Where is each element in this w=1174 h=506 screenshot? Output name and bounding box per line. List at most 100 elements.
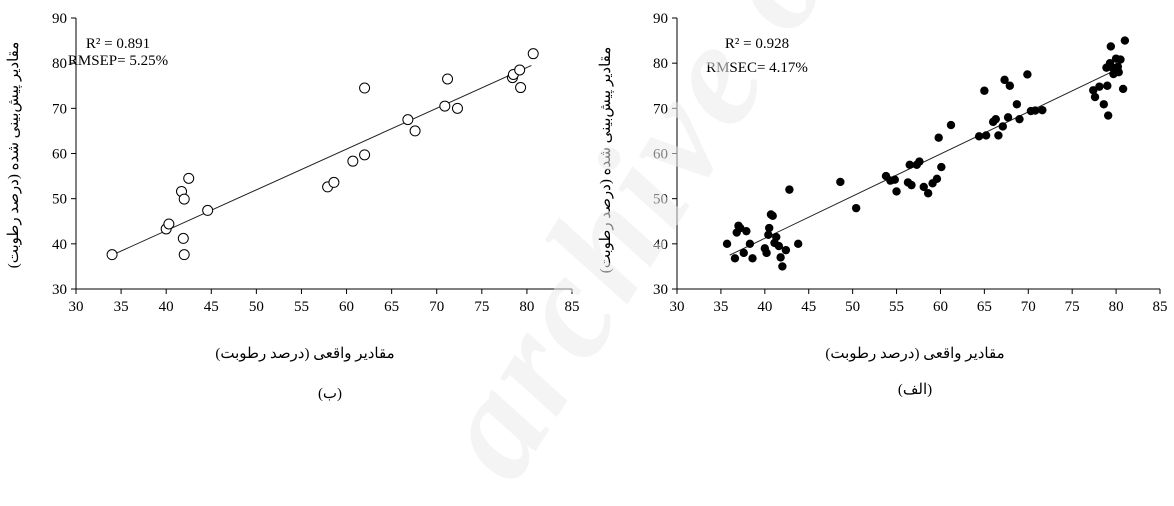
y-tick-label: 60 [52,147,67,163]
data-point [178,193,190,205]
data-point [163,218,175,230]
data-point [748,254,757,263]
data-point [514,64,526,76]
data-point [1038,105,1047,115]
x-tick-label: 80 [1109,299,1124,315]
data-point [742,226,751,236]
x-tick-label: 45 [204,299,219,315]
data-point [202,204,214,216]
y-tick-label: 30 [653,282,668,298]
panel-caption: (ب) [318,386,342,402]
chart-panel-alef: 30 35 40 45 50 55 60 65 70 75 80 85 30 40 50 60 70 80 90 R… [592,0,1174,403]
data-point [1089,86,1098,95]
data-point [772,232,781,242]
data-point [402,114,414,126]
data-point [451,102,463,114]
data-point [739,248,748,258]
data-point [1103,81,1112,90]
y-tick-label: 40 [653,237,668,253]
x-tick-label: 50 [249,299,264,315]
data-point [722,239,732,249]
data-point [439,100,451,112]
data-point [905,160,914,169]
trendline [729,67,1121,256]
data-point [328,176,340,188]
data-point [762,248,771,258]
x-tick-label: 65 [977,299,992,315]
data-point [178,249,190,261]
data-point [515,82,527,94]
r2-annotation: R² = 0.928 [725,36,789,52]
x-tick-label: 75 [1065,299,1080,315]
x-tick-label: 65 [384,299,399,315]
data-point [359,149,371,161]
data-point [778,262,787,271]
data-point [907,180,916,190]
x-tick-label: 30 [69,299,84,315]
data-point [991,114,1000,124]
data-point [1116,55,1125,64]
data-point [347,155,359,167]
chart-panel-b: 30 35 40 45 50 55 60 65 70 75 80 85 30 40 50 60 70 80 90 R… [0,0,590,403]
data-point [768,211,777,221]
x-tick-label: 35 [114,299,129,315]
data-point [1090,92,1100,102]
scatter-chart-b: 30 35 40 45 50 55 60 65 70 75 80 85 30 40 50 60 70 80 90 R… [6,11,580,402]
data-point [1095,82,1104,91]
data-point [890,175,899,184]
y-tick-label: 60 [653,147,668,163]
y-axis-label: مقادیر پیش‌بینی شده (درصد رطوبت) [598,47,614,274]
x-tick-label: 45 [801,299,816,315]
data-point [1031,106,1040,115]
data-point [442,73,454,85]
trendline [111,64,532,256]
data-point [994,131,1003,140]
x-tick-label: 70 [429,299,444,315]
data-point [409,125,421,137]
data-point [793,239,803,249]
x-tick-label: 40 [159,299,174,315]
x-tick-label: 70 [1021,299,1036,315]
data-point [980,86,989,95]
y-tick-label: 90 [52,11,67,27]
data-point [1000,75,1009,85]
data-point [745,239,755,249]
y-tick-label: 90 [653,11,668,27]
data-point [937,162,946,172]
y-tick-label: 50 [653,192,668,208]
data-point [1120,36,1130,45]
x-tick-label: 80 [519,299,534,315]
x-tick-label: 60 [933,299,948,315]
x-axis-label: مقادیر واقعی (درصد رطوبت) [215,346,394,362]
x-tick-label: 60 [339,299,354,315]
data-point [1114,68,1123,77]
x-tick-label: 55 [889,299,904,315]
data-point [527,48,539,60]
y-tick-label: 70 [52,101,67,117]
x-axis-label: مقادیر واقعی (درصد رطوبت) [825,346,1004,362]
x-tick-label: 75 [474,299,489,315]
x-tick-label: 85 [1153,299,1168,315]
data-point [785,185,794,194]
data-point [1023,70,1032,79]
data-point [774,241,784,251]
data-point [1106,42,1116,51]
data-point [946,120,956,130]
x-tick-label: 30 [670,299,685,315]
y-tick-label: 40 [52,237,67,253]
data-point [974,132,984,141]
y-tick-label: 70 [653,101,668,117]
data-point [1118,84,1128,94]
data-point [998,122,1008,131]
data-point [981,131,991,140]
x-tick-label: 55 [294,299,309,315]
data-point [1099,100,1108,109]
data-point [836,177,845,187]
data-point [915,157,924,166]
rmsep-annotation: RMSEP= 5.25% [68,53,168,69]
y-tick-label: 50 [52,192,67,208]
data-point [183,172,195,184]
data-point [764,230,773,239]
data-point [1103,111,1113,120]
data-point [923,189,933,198]
